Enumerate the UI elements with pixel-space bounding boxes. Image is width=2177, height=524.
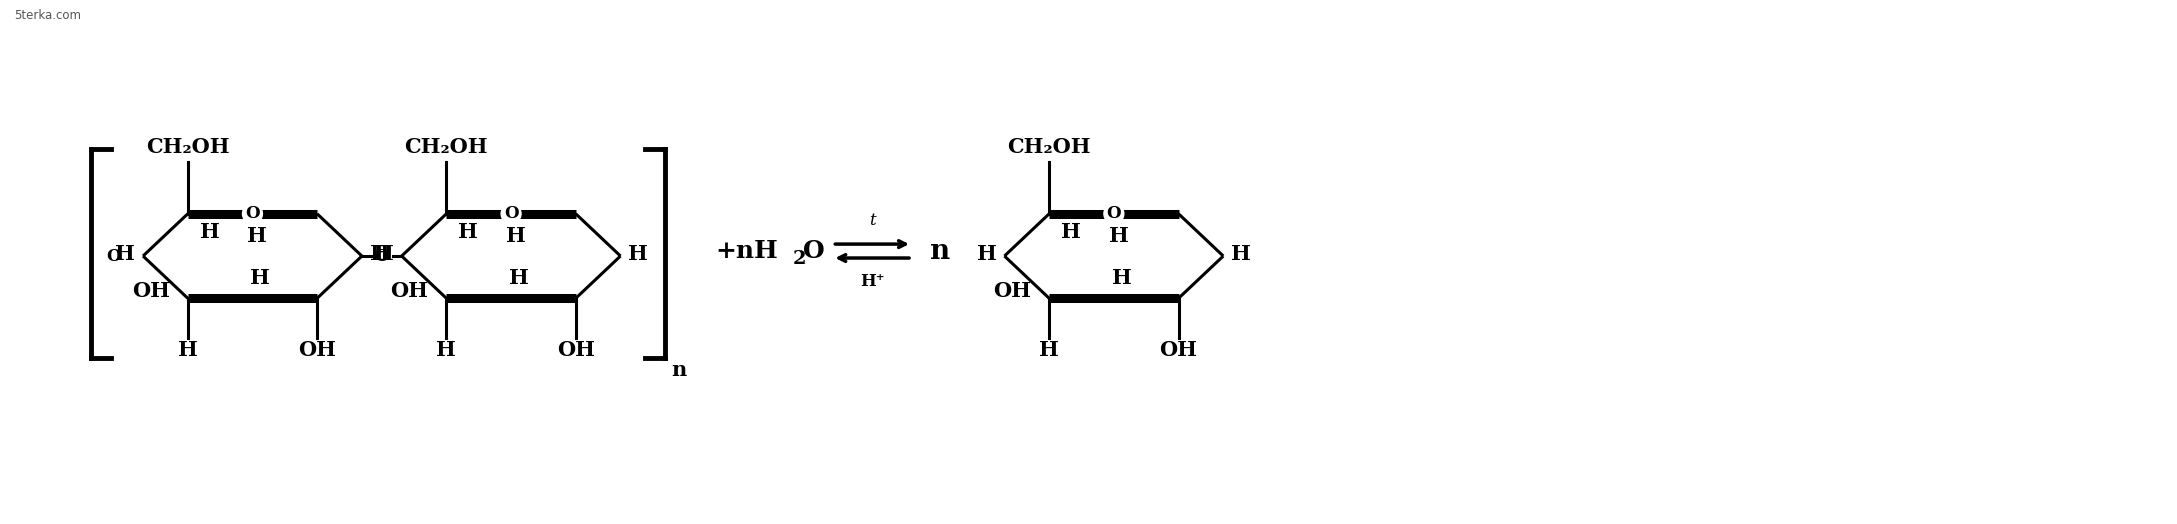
Text: H: H <box>248 226 268 246</box>
Text: n: n <box>671 360 686 380</box>
Text: H: H <box>179 340 198 360</box>
Text: H: H <box>1112 268 1132 288</box>
Text: O: O <box>503 205 518 222</box>
Text: H⁺: H⁺ <box>860 273 884 290</box>
Text: H: H <box>629 244 649 264</box>
Text: O: O <box>107 247 120 265</box>
Text: OH: OH <box>557 340 594 360</box>
Text: H: H <box>505 226 527 246</box>
Text: 5terka.com: 5terka.com <box>13 9 81 23</box>
Text: O: O <box>374 247 390 265</box>
Text: H: H <box>435 340 457 360</box>
Text: H: H <box>509 268 529 288</box>
Text: CH₂OH: CH₂OH <box>405 137 488 157</box>
Text: H: H <box>1108 226 1130 246</box>
Text: n: n <box>930 237 949 265</box>
Text: 2: 2 <box>792 250 805 268</box>
Text: H: H <box>115 244 135 264</box>
Text: t: t <box>869 212 875 229</box>
Text: +nH: +nH <box>714 239 777 263</box>
Circle shape <box>501 204 520 224</box>
Circle shape <box>1104 204 1123 224</box>
Text: H: H <box>977 244 997 264</box>
Text: H: H <box>200 222 220 242</box>
Text: OH: OH <box>1160 340 1197 360</box>
Text: OH: OH <box>390 281 429 301</box>
Circle shape <box>242 204 263 224</box>
Text: CH₂OH: CH₂OH <box>146 137 229 157</box>
Text: O: O <box>246 205 259 222</box>
Text: H: H <box>374 244 394 264</box>
Text: H: H <box>459 222 479 242</box>
Text: O: O <box>1106 205 1121 222</box>
Text: H: H <box>1232 244 1252 264</box>
Text: OH: OH <box>298 340 335 360</box>
Text: H: H <box>1038 340 1060 360</box>
Text: OH: OH <box>993 281 1032 301</box>
Text: H: H <box>370 244 390 264</box>
Text: CH₂OH: CH₂OH <box>1008 137 1091 157</box>
Text: H: H <box>250 268 270 288</box>
Text: OH: OH <box>133 281 170 301</box>
Text: O: O <box>803 239 825 263</box>
Text: H: H <box>1060 222 1082 242</box>
